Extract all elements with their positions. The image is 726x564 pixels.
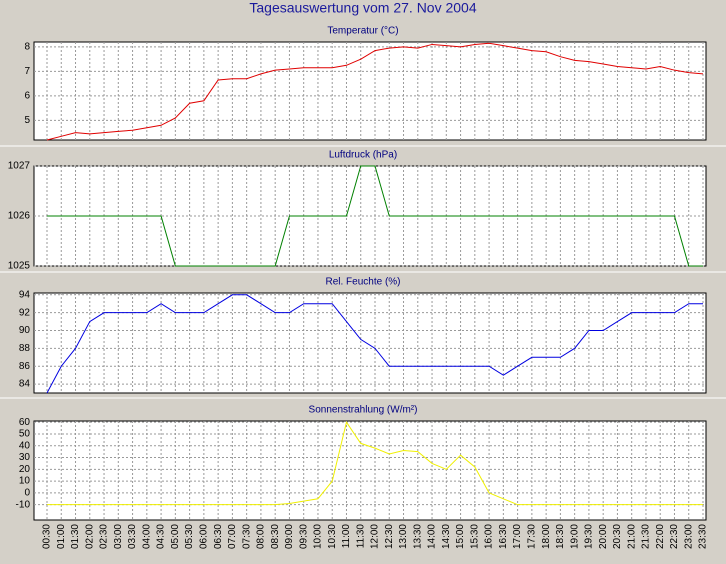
x-tick-label: 03:00 [113,524,124,549]
x-tick-label: 21:30 [641,524,652,549]
x-tick-label: 14:00 [427,524,438,549]
panel-title: Rel. Feuchte (%) [325,277,400,288]
y-tick-label: -10 [16,499,31,510]
y-tick-label: 50 [19,429,31,440]
x-tick-label: 19:00 [569,524,580,549]
y-tick-label: 5 [24,115,30,126]
y-tick-label: 40 [19,440,31,451]
panel-title: Temperatur (°C) [327,26,398,37]
x-tick-label: 12:30 [384,524,395,549]
x-tick-label: 02:00 [84,524,95,549]
x-tick-label: 12:00 [370,524,381,549]
x-tick-label: 05:00 [170,524,181,549]
x-tick-label: 04:00 [141,524,152,549]
x-tick-label: 02:30 [99,524,110,549]
x-tick-label: 13:30 [412,524,423,549]
x-tick-label: 10:30 [327,524,338,549]
x-tick-label: 23:30 [698,524,709,549]
x-tick-label: 04:30 [156,524,167,549]
x-tick-label: 06:30 [213,524,224,549]
x-tick-label: 16:00 [484,524,495,549]
x-tick-label: 15:00 [455,524,466,549]
x-tick-label: 23:00 [683,524,694,549]
panel-title: Sonnenstrahlung (W/m²) [309,405,418,416]
y-tick-label: 92 [19,307,31,318]
x-tick-label: 06:00 [199,524,210,549]
y-tick-label: 20 [19,464,31,475]
x-tick-label: 09:30 [298,524,309,549]
y-tick-label: 86 [19,361,31,372]
plot-area [33,420,707,521]
y-tick-label: 1026 [8,211,31,222]
x-tick-label: 22:30 [669,524,680,549]
x-tick-label: 19:30 [584,524,595,549]
page-title: Tagesauswertung vom 27. Nov 2004 [249,0,476,16]
plot-area [33,292,707,394]
x-tick-label: 07:30 [241,524,252,549]
data-line [47,165,703,267]
x-tick-label: 20:30 [612,524,623,549]
x-tick-label: 11:00 [341,524,352,549]
x-tick-label: 01:00 [56,524,67,549]
x-tick-label: 08:00 [256,524,267,549]
y-tick-label: 88 [19,343,31,354]
x-tick-label: 17:00 [512,524,523,549]
panel-title: Luftdruck (hPa) [329,150,397,161]
x-tick-label: 07:00 [227,524,238,549]
x-tick-label: 09:00 [284,524,295,549]
x-tick-label: 14:30 [441,524,452,549]
y-tick-label: 94 [19,289,31,300]
x-tick-label: 17:30 [527,524,538,549]
x-tick-label: 15:30 [469,524,480,549]
x-tick-label: 08:30 [270,524,281,549]
x-tick-label: 00:30 [42,524,53,549]
data-line [47,420,703,506]
data-line [46,42,704,141]
x-tick-label: 22:00 [655,524,666,549]
y-tick-label: 30 [19,452,31,463]
y-tick-label: 0 [24,488,30,499]
x-tick-label: 05:30 [184,524,195,549]
x-tick-label: 03:30 [127,524,138,549]
y-tick-label: 60 [19,417,31,428]
x-tick-label: 13:00 [398,524,409,549]
y-tick-label: 1027 [8,161,31,172]
x-tick-label: 01:30 [70,524,81,549]
y-tick-label: 10 [19,476,31,487]
y-tick-label: 7 [24,66,30,77]
x-tick-label: 20:00 [598,524,609,549]
x-tick-label: 10:00 [313,524,324,549]
y-tick-label: 1025 [8,261,31,272]
x-tick-label: 11:30 [355,524,366,549]
x-tick-label: 21:00 [626,524,637,549]
x-tick-label: 18:30 [555,524,566,549]
x-tick-label: 18:00 [541,524,552,549]
x-tick-label: 16:30 [498,524,509,549]
y-tick-label: 8 [24,42,30,53]
y-tick-label: 6 [24,91,30,102]
plot-area [33,41,707,141]
y-tick-label: 84 [19,379,31,390]
y-tick-label: 90 [19,325,31,336]
data-line [46,294,703,394]
